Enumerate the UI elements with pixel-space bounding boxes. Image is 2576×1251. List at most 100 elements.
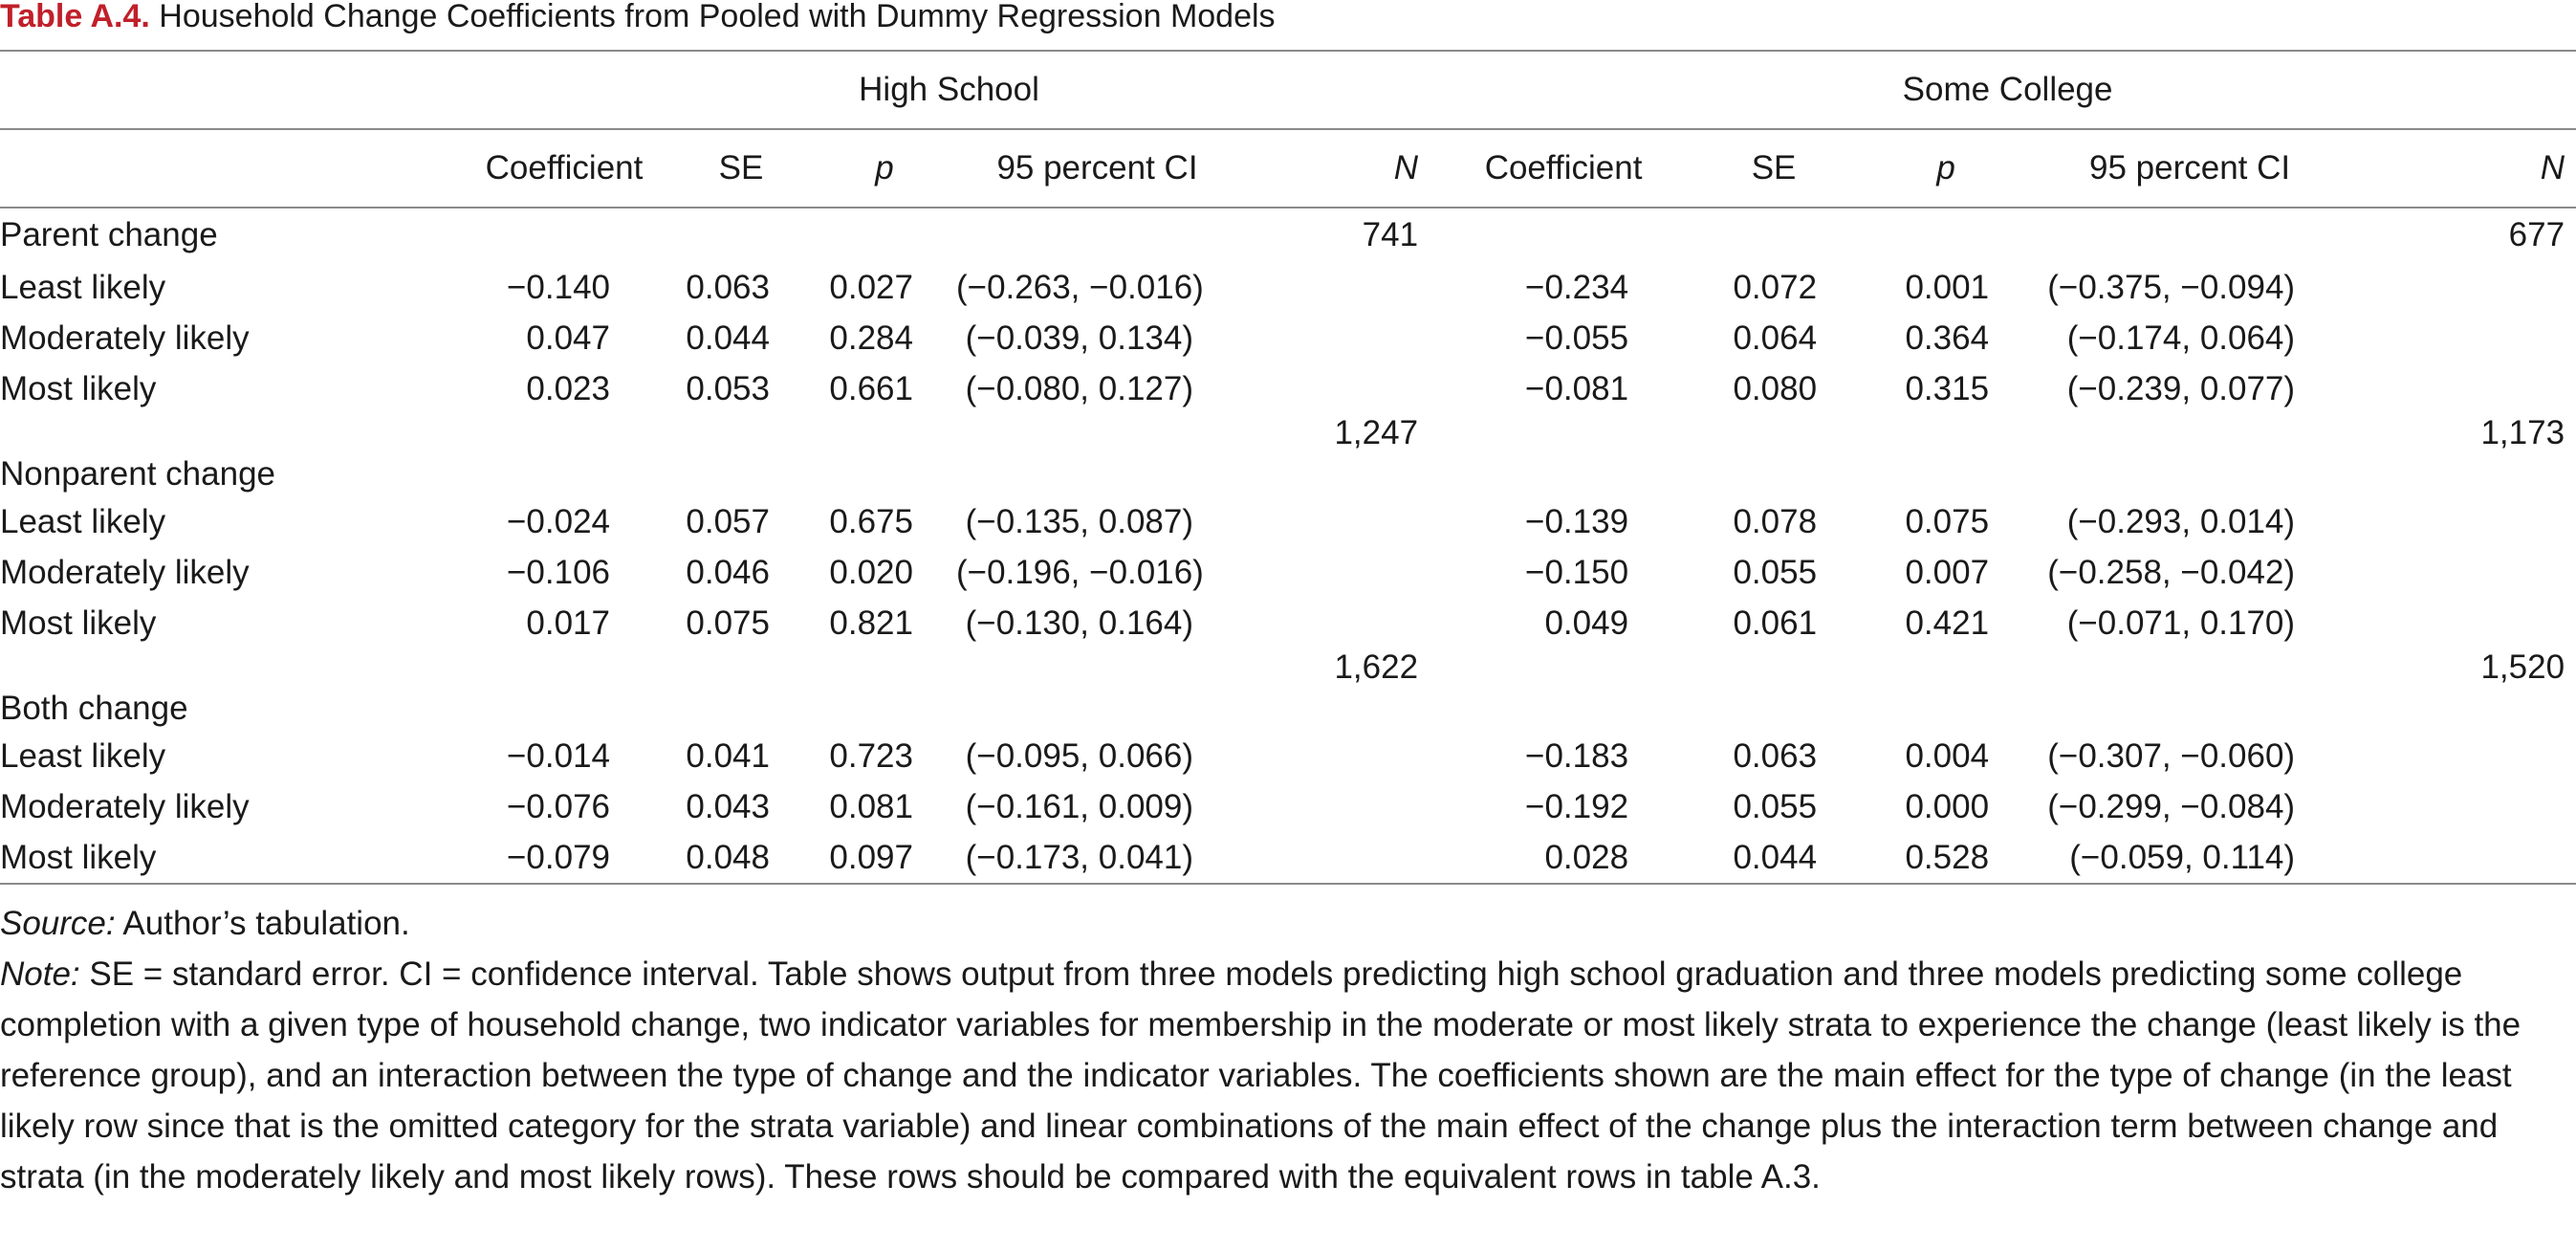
se-cell-hs: 0.041 (686, 736, 770, 775)
section-label: Both change (0, 690, 188, 727)
empty-cell (1688, 452, 1860, 496)
empty-cell (813, 687, 956, 731)
ci-cell-sc: (−0.375, −0.094) (2047, 268, 2296, 306)
source-text: Author’s tabulation. (115, 905, 410, 942)
coefficient-cell-sc: −0.081 (1525, 369, 1629, 407)
se-cell-sc: 0.044 (1688, 832, 1861, 885)
n-cell-hs: 1,247 (1334, 414, 1419, 451)
se-cell-sc: 0.055 (1733, 553, 1818, 591)
empty-cell (1688, 208, 1860, 262)
table-row: Most likely 0.017 0.075 0.821 (−0.130, 0.164… (0, 598, 2576, 648)
empty-cell (2347, 262, 2576, 313)
empty-cell (1238, 496, 1439, 547)
empty-cell (2032, 687, 2347, 731)
se-cell-hs: 0.075 (686, 604, 770, 642)
ci-cell-sc: (−0.174, 0.064) (2066, 318, 2296, 357)
se-cell-hs: 0.057 (686, 502, 770, 540)
empty-cell (1439, 452, 1688, 496)
col-ci-hs: 95 percent CI (956, 128, 1238, 208)
empty-cell (1238, 313, 1439, 363)
section-heading-row: Both change (0, 687, 2576, 731)
n-cell-hs: 741 (1362, 216, 1419, 253)
empty-cell (669, 414, 813, 452)
se-cell-sc: 0.063 (1733, 736, 1818, 775)
row-label: Moderately likely (0, 553, 250, 591)
table-caption: Table A.4. Household Change Coefficients… (0, 0, 2576, 34)
empty-cell (2032, 208, 2347, 262)
empty-cell (0, 648, 459, 687)
ci-cell-sc: (−0.299, −0.084) (2047, 787, 2296, 825)
col-p-sc: p (1860, 128, 2033, 208)
ci-cell-hs: (−0.095, 0.066) (965, 736, 1193, 775)
empty-cell (1439, 208, 1688, 262)
col-coefficient-sc: Coefficient (1439, 128, 1689, 208)
empty-cell (956, 648, 1238, 687)
empty-cell (459, 208, 669, 262)
se-cell-sc: 0.078 (1733, 502, 1818, 540)
table-number: Table A.4. (0, 0, 150, 34)
empty-cell (459, 648, 669, 687)
col-n-hs: N (1238, 128, 1440, 208)
se-cell-hs: 0.044 (686, 318, 770, 357)
empty-cell (1238, 363, 1439, 414)
empty-cell (1439, 414, 1688, 452)
coefficient-cell-sc: −0.234 (1525, 268, 1629, 306)
empty-cell (2347, 313, 2576, 363)
row-label: Least likely (0, 736, 166, 775)
empty-cell (1688, 687, 1860, 731)
table-row: Moderately likely 0.047 0.044 0.284 (−0.039,… (0, 313, 2576, 363)
ci-cell-sc: (−0.059, 0.114) (2032, 832, 2348, 885)
se-cell-hs: 0.063 (686, 268, 770, 306)
table-notes: Source: Author’s tabulation. Note: SE = … (0, 898, 2576, 1202)
table-title: Household Change Coefficients from Poole… (159, 0, 1276, 34)
note-text: SE = standard error. CI = confidence int… (0, 955, 2521, 1196)
empty-cell (1238, 262, 1439, 313)
col-ci-sc: 95 percent CI (2032, 128, 2348, 208)
se-cell-hs: 0.048 (669, 832, 813, 885)
coefficient-cell-hs: 0.047 (526, 318, 610, 357)
row-label: Most likely (0, 604, 157, 642)
column-header-row: Coefficient SE p 95 percent CI N Coeffic… (0, 128, 2576, 208)
p-cell-sc: 0.315 (1905, 369, 1990, 407)
empty-cell (459, 452, 669, 496)
coefficient-cell-hs: −0.076 (506, 787, 610, 825)
empty-cell (2347, 687, 2576, 731)
coefficient-cell-sc: −0.183 (1525, 736, 1629, 775)
empty-cell (2347, 363, 2576, 414)
empty-cell (956, 687, 1238, 731)
coefficient-cell-hs: −0.024 (506, 502, 610, 540)
p-cell-hs: 0.020 (829, 553, 913, 591)
row-label: Moderately likely (0, 318, 250, 357)
se-cell-sc: 0.080 (1733, 369, 1818, 407)
p-cell-hs: 0.675 (829, 502, 913, 540)
empty-cell (2347, 452, 2576, 496)
empty-cell (669, 452, 813, 496)
section-heading-row: Nonparent change (0, 452, 2576, 496)
ci-cell-hs: (−0.130, 0.164) (965, 604, 1193, 642)
explanatory-note: Note: SE = standard error. CI = confiden… (0, 949, 2576, 1202)
coefficient-cell-hs: −0.014 (506, 736, 610, 775)
ci-cell-hs: (−0.173, 0.041) (956, 832, 1238, 885)
row-label: Most likely (0, 832, 459, 885)
empty-cell (2347, 598, 2576, 648)
empty-cell (2347, 496, 2576, 547)
coefficient-cell-sc: −0.192 (1525, 787, 1629, 825)
table-row: Most likely −0.079 0.048 0.097 (−0.173, 0.04… (0, 832, 2576, 885)
se-cell-sc: 0.055 (1733, 787, 1818, 825)
empty-cell (1688, 648, 1860, 687)
row-label: Least likely (0, 502, 166, 540)
ci-cell-hs: (−0.196, −0.016) (956, 553, 1204, 591)
empty-cell (1860, 687, 2032, 731)
empty-cell (2032, 648, 2347, 687)
col-se-hs: SE (669, 128, 813, 208)
coefficient-cell-hs: −0.140 (506, 268, 610, 306)
empty-cell (459, 414, 669, 452)
empty-cell (1238, 832, 1440, 885)
section-n-row: 1,247 1,173 (0, 414, 2576, 452)
section-heading-row: Parent change 741 677 (0, 208, 2576, 262)
empty-cell (1238, 452, 1439, 496)
empty-cell (1238, 687, 1439, 731)
empty-cell (1238, 598, 1439, 648)
ci-cell-hs: (−0.263, −0.016) (956, 268, 1204, 306)
